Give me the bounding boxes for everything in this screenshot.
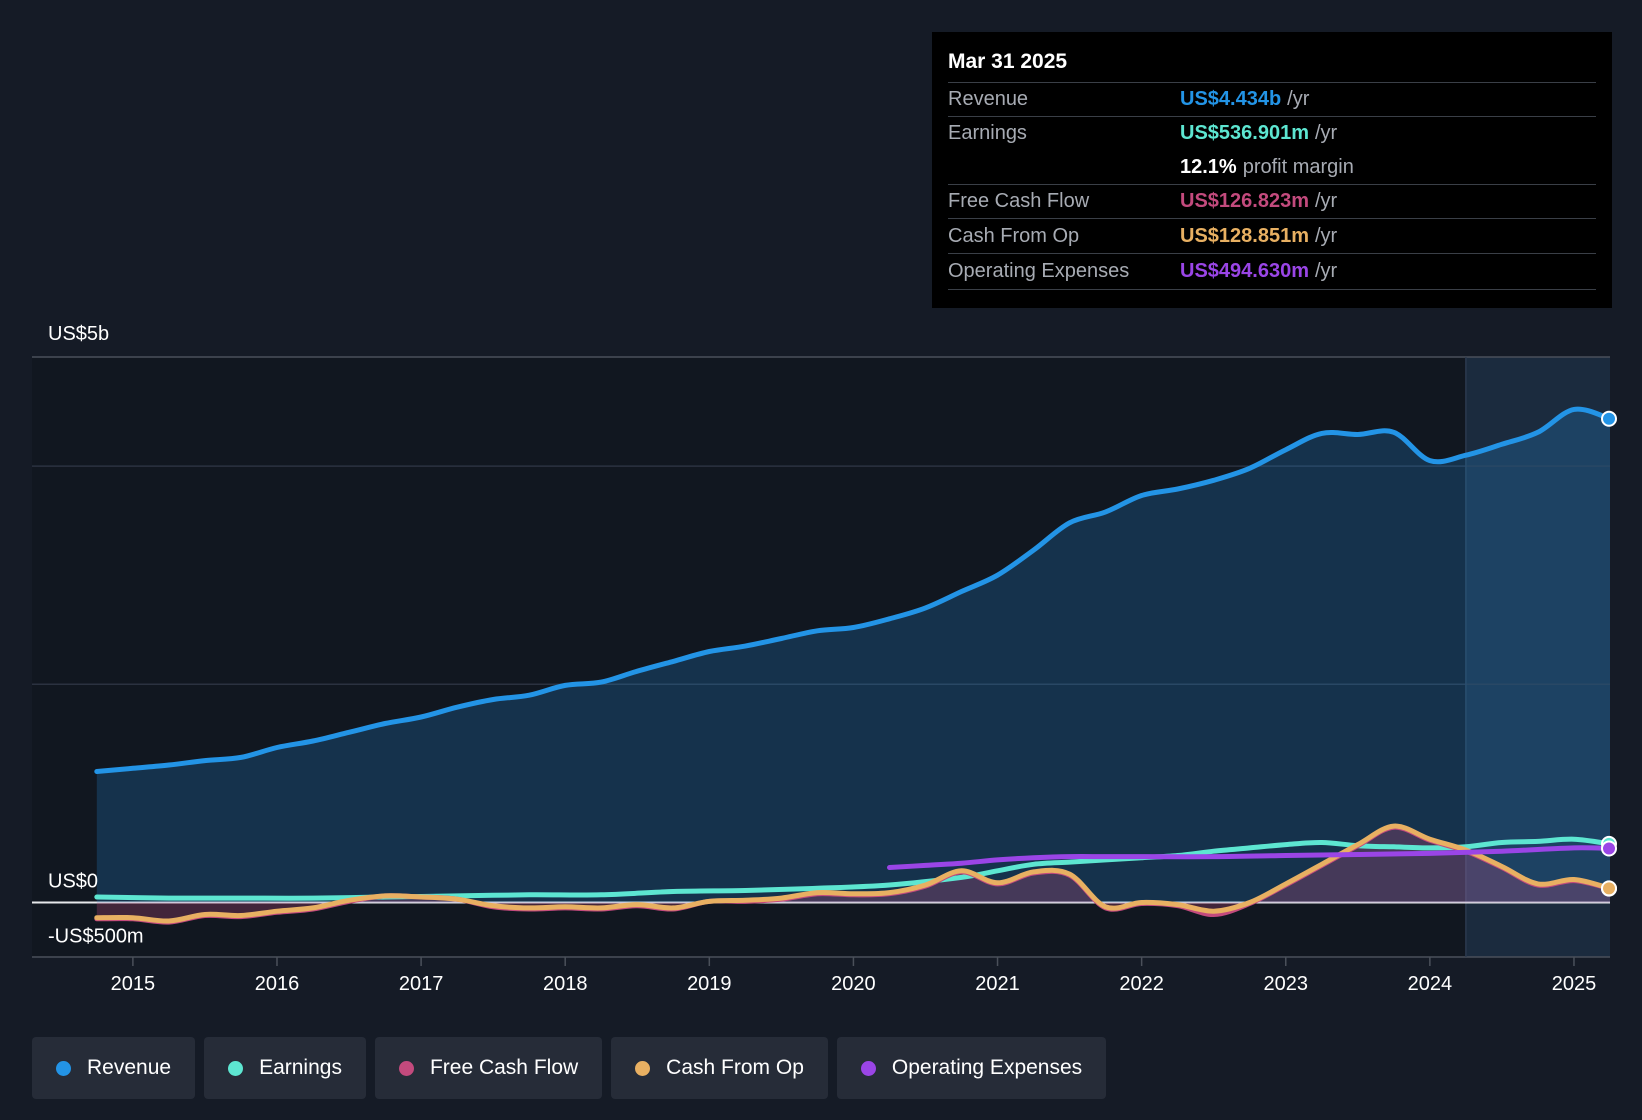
legend-dot-icon [228, 1060, 244, 1076]
tooltip-panel: Mar 31 2025 Revenue US$4.434b/yr Earnings U… [932, 32, 1612, 308]
forecast-region [1465, 357, 1610, 957]
operating-expenses-line[interactable] [887, 845, 1613, 870]
x-axis: 2015 2016 2017 2018 2019 2020 2021 2022 2023 2024… [111, 957, 1597, 995]
legend-label: Operating Expenses [891, 1056, 1083, 1079]
x-tick-label: 2023 [1264, 973, 1309, 995]
tooltip-rows: Revenue US$4.434b/yr Earnings US$536.901m/y… [948, 83, 1596, 290]
tooltip-label: Revenue [948, 88, 1029, 110]
legend-label: Free Cash Flow [429, 1056, 579, 1079]
legend-dot-icon [56, 1060, 71, 1076]
legend-item-revenue[interactable]: Revenue [32, 1037, 196, 1099]
x-tick-label: 2021 [975, 973, 1020, 995]
tooltip-row: Operating Expenses US$494.630m/yr [948, 254, 1596, 290]
tooltip-unit: /yr [1314, 224, 1338, 247]
x-tick-label: 2015 [111, 973, 156, 995]
tooltip-row: 12.1% profit margin [948, 150, 1596, 185]
cash-from-op-line[interactable] [94, 823, 1613, 924]
y-axis-labels: US$5b US$0 -US$500m [48, 323, 144, 947]
x-tick-label: 2019 [687, 973, 732, 995]
tooltip-unit: /yr [1314, 190, 1338, 212]
tooltip-label: Free Cash Flow [948, 190, 1090, 212]
tooltip-unit: profit margin [1242, 155, 1354, 178]
tooltip-unit: /yr [1314, 260, 1338, 282]
tooltip-unit: /yr [1314, 122, 1338, 144]
revenue-line[interactable] [94, 406, 1613, 774]
legend-label: Revenue [87, 1056, 172, 1079]
tooltip-value: US$494.630m [1180, 260, 1309, 282]
legend-dot-icon [398, 1060, 414, 1076]
tooltip-row: Earnings US$536.901m/yr [948, 117, 1596, 150]
revenue-area [96, 409, 1610, 903]
x-tick-label: 2024 [1408, 973, 1453, 995]
tooltip-label: Operating Expenses [948, 260, 1130, 282]
tooltip-value: US$128.851m [1180, 224, 1309, 247]
legend-dot-icon [860, 1060, 876, 1076]
tooltip-label: Cash From Op [948, 224, 1080, 247]
y-label-zero: US$0 [48, 870, 98, 892]
legend-label: Earnings [259, 1056, 342, 1079]
legend-item-cash-from-op[interactable]: Cash From Op [611, 1037, 828, 1099]
tooltip-label: Earnings [948, 122, 1027, 144]
tooltip-unit: /yr [1287, 88, 1310, 110]
legend-item-free-cash-flow[interactable]: Free Cash Flow [374, 1037, 603, 1099]
tooltip-row: Free Cash Flow US$126.823m/yr [948, 185, 1596, 219]
x-tick-label: 2025 [1552, 973, 1597, 995]
revenue-endpoint [1601, 410, 1617, 427]
x-tick-label: 2017 [399, 973, 444, 995]
tooltip-value: US$126.823m [1180, 190, 1309, 212]
x-tick-label: 2016 [255, 973, 300, 995]
x-tick-label: 2018 [543, 973, 588, 995]
series-endpoints [1601, 410, 1617, 897]
legend-item-earnings[interactable]: Earnings [204, 1037, 366, 1099]
y-label-top: US$5b [48, 323, 109, 345]
series-lines[interactable] [94, 406, 1613, 925]
tooltip-value: 12.1% [1180, 155, 1237, 178]
tooltip-value: US$536.901m [1180, 122, 1309, 144]
tooltip-row: Revenue US$4.434b/yr [948, 83, 1596, 117]
tooltip-date: Mar 31 2025 [948, 32, 1596, 83]
cash-from-op-endpoint [1601, 880, 1617, 897]
legend-label: Cash From Op [666, 1056, 804, 1079]
legend-dot-icon [635, 1060, 651, 1076]
operating-expenses-endpoint [1601, 840, 1617, 857]
legend: Revenue Earnings Free Cash Flow Cash From O… [32, 1037, 1107, 1099]
x-tick-label: 2020 [831, 973, 876, 995]
y-label-bottom: -US$500m [48, 925, 144, 947]
tooltip-value: US$4.434b [1180, 88, 1282, 110]
tooltip-row: Cash From Op US$128.851m/yr [948, 219, 1596, 254]
legend-item-operating-expenses[interactable]: Operating Expenses [836, 1037, 1107, 1099]
x-tick-label: 2022 [1119, 973, 1164, 995]
